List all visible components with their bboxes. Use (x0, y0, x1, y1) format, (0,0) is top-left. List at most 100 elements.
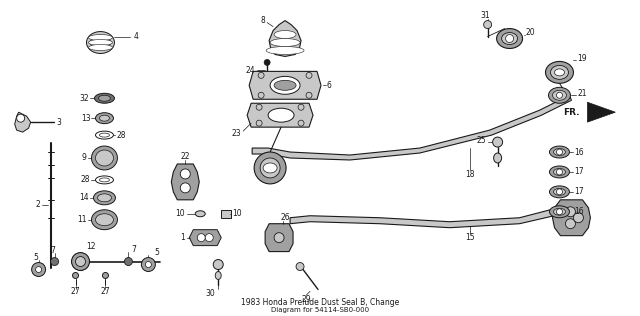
Circle shape (76, 257, 86, 266)
Ellipse shape (554, 69, 564, 76)
Ellipse shape (550, 186, 570, 198)
Circle shape (36, 266, 42, 272)
Polygon shape (249, 71, 321, 99)
Circle shape (180, 169, 190, 179)
Text: 25: 25 (476, 136, 486, 145)
Text: Diagram for 54114-SB0-000: Diagram for 54114-SB0-000 (271, 307, 369, 313)
Text: 30: 30 (205, 289, 215, 298)
Text: 15: 15 (465, 233, 474, 242)
Ellipse shape (95, 150, 113, 166)
Circle shape (566, 207, 575, 217)
Ellipse shape (493, 153, 502, 163)
Text: 19: 19 (577, 54, 587, 63)
Circle shape (258, 92, 264, 98)
Ellipse shape (92, 210, 118, 230)
Text: 20: 20 (525, 28, 535, 37)
Ellipse shape (552, 90, 566, 100)
Circle shape (566, 219, 575, 229)
Text: 16: 16 (575, 207, 584, 216)
Text: 2: 2 (36, 200, 40, 209)
Ellipse shape (99, 178, 109, 182)
Ellipse shape (550, 166, 570, 178)
Ellipse shape (95, 39, 106, 46)
Circle shape (484, 21, 492, 28)
Text: 17: 17 (575, 187, 584, 196)
Text: 23: 23 (232, 129, 241, 137)
Ellipse shape (99, 95, 111, 101)
Circle shape (17, 114, 25, 122)
Ellipse shape (88, 40, 113, 46)
Polygon shape (290, 205, 579, 228)
Ellipse shape (92, 146, 118, 170)
Circle shape (205, 234, 213, 242)
Text: FR.: FR. (563, 108, 579, 117)
Ellipse shape (88, 45, 113, 51)
Text: 10: 10 (175, 209, 186, 218)
Circle shape (256, 104, 262, 110)
Circle shape (557, 189, 563, 195)
Text: 32: 32 (80, 94, 90, 103)
Polygon shape (552, 200, 591, 236)
Text: 12: 12 (86, 242, 95, 251)
Ellipse shape (215, 271, 221, 279)
Circle shape (557, 209, 563, 215)
Circle shape (306, 92, 312, 98)
Text: 4: 4 (133, 32, 138, 41)
Ellipse shape (86, 32, 115, 53)
Circle shape (298, 120, 304, 126)
Ellipse shape (93, 191, 115, 205)
Circle shape (254, 152, 286, 184)
Circle shape (256, 120, 262, 126)
Circle shape (274, 233, 284, 243)
Ellipse shape (554, 149, 566, 155)
Circle shape (557, 92, 563, 98)
Ellipse shape (274, 80, 296, 90)
Circle shape (298, 104, 304, 110)
Polygon shape (269, 21, 301, 57)
Text: 28: 28 (81, 175, 90, 185)
Ellipse shape (263, 163, 277, 173)
Text: 1: 1 (180, 233, 186, 242)
Text: 28: 28 (116, 131, 126, 140)
Circle shape (141, 258, 156, 271)
Ellipse shape (95, 214, 113, 226)
Polygon shape (588, 102, 615, 122)
Circle shape (72, 272, 79, 278)
Ellipse shape (95, 176, 113, 184)
Circle shape (557, 169, 563, 175)
Ellipse shape (99, 115, 109, 121)
Circle shape (296, 263, 304, 270)
Ellipse shape (554, 208, 566, 215)
Ellipse shape (90, 35, 111, 50)
Ellipse shape (550, 206, 570, 218)
Ellipse shape (502, 33, 518, 45)
Text: 26: 26 (280, 213, 290, 222)
Text: 8: 8 (260, 16, 265, 25)
Polygon shape (265, 224, 293, 252)
Text: 10: 10 (232, 209, 242, 218)
Text: 18: 18 (465, 170, 474, 179)
Circle shape (260, 158, 280, 178)
Ellipse shape (270, 39, 300, 46)
Text: 9: 9 (82, 154, 86, 162)
Ellipse shape (545, 61, 573, 83)
Ellipse shape (550, 146, 570, 158)
Text: 27: 27 (70, 287, 81, 296)
Circle shape (180, 183, 190, 193)
Ellipse shape (195, 211, 205, 217)
Text: 21: 21 (577, 89, 587, 98)
Ellipse shape (88, 34, 113, 40)
Text: 7: 7 (131, 245, 136, 254)
Ellipse shape (274, 31, 296, 39)
Text: 1983 Honda Prelude Dust Seal B, Change: 1983 Honda Prelude Dust Seal B, Change (241, 298, 399, 307)
Ellipse shape (548, 87, 570, 103)
Circle shape (51, 258, 59, 265)
Text: 7: 7 (50, 246, 55, 255)
Circle shape (145, 262, 152, 268)
Text: 14: 14 (79, 193, 88, 202)
Bar (221, 210, 231, 218)
Circle shape (258, 72, 264, 78)
Text: 6: 6 (327, 81, 332, 90)
Ellipse shape (99, 133, 109, 137)
Polygon shape (247, 103, 313, 127)
